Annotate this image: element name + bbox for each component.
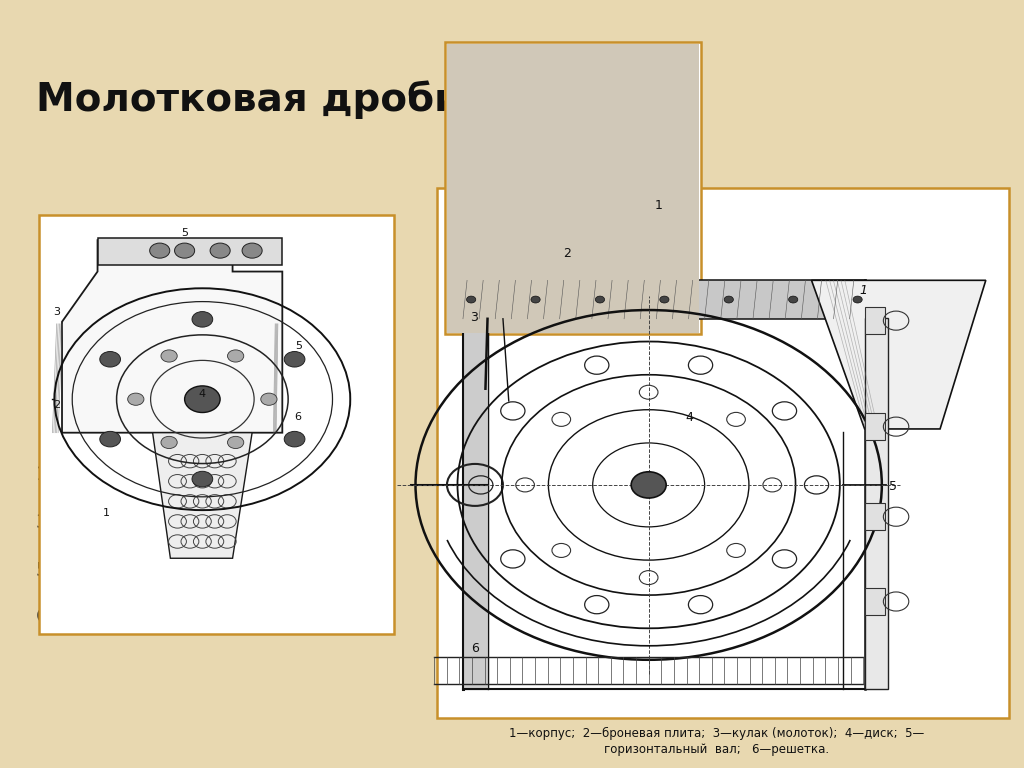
- Circle shape: [227, 436, 244, 449]
- Circle shape: [853, 296, 862, 303]
- Circle shape: [99, 352, 121, 367]
- Circle shape: [193, 472, 213, 487]
- Text: 6: 6: [471, 642, 479, 655]
- Text: 4: 4: [686, 412, 693, 425]
- Bar: [864, 318, 888, 689]
- Circle shape: [659, 296, 669, 303]
- Bar: [864, 413, 885, 440]
- Text: 5: 5: [889, 480, 897, 493]
- Polygon shape: [811, 280, 986, 429]
- Text: 1 – корпус, 2 – молотки,: 1 – корпус, 2 – молотки,: [36, 465, 282, 484]
- Circle shape: [467, 296, 476, 303]
- Circle shape: [128, 393, 144, 406]
- Circle shape: [210, 243, 230, 258]
- Bar: [463, 319, 487, 689]
- Text: 6: 6: [295, 412, 302, 422]
- Circle shape: [184, 386, 220, 412]
- Circle shape: [531, 296, 541, 303]
- Circle shape: [788, 296, 798, 303]
- Bar: [463, 280, 866, 319]
- Polygon shape: [62, 240, 283, 432]
- Circle shape: [193, 312, 213, 327]
- Text: 4: 4: [199, 389, 206, 399]
- Circle shape: [174, 243, 195, 258]
- Text: 5: 5: [295, 341, 302, 351]
- Text: 3: 3: [470, 310, 478, 323]
- Circle shape: [227, 350, 244, 362]
- Circle shape: [261, 393, 278, 406]
- Text: 1: 1: [859, 284, 867, 297]
- Circle shape: [595, 296, 604, 303]
- Circle shape: [161, 350, 177, 362]
- Text: 1—корпус;  2—броневая плита;  3—кулак (молоток);  4—диск;  5—: 1—корпус; 2—броневая плита; 3—кулак (мол…: [509, 727, 925, 740]
- Circle shape: [285, 432, 305, 447]
- Circle shape: [285, 352, 305, 367]
- Circle shape: [150, 243, 170, 258]
- Bar: [97, 238, 283, 265]
- Bar: [437, 188, 1009, 718]
- Text: 1: 1: [654, 200, 663, 213]
- Circle shape: [161, 436, 177, 449]
- Text: 5: 5: [181, 228, 188, 238]
- Text: 6 – колосниковая решетка: 6 – колосниковая решетка: [36, 607, 309, 627]
- Bar: [864, 504, 885, 530]
- Text: 2: 2: [53, 399, 60, 409]
- Text: 1: 1: [102, 508, 110, 518]
- Circle shape: [99, 432, 121, 447]
- Bar: [864, 588, 885, 614]
- Bar: [39, 215, 394, 634]
- Circle shape: [631, 472, 667, 498]
- Text: 5 – броневая плита,: 5 – броневая плита,: [36, 560, 241, 580]
- Text: Молотковая дробилка: Молотковая дробилка: [36, 81, 542, 119]
- Text: горизонтальный  вал;   6—решетка.: горизонтальный вал; 6—решетка.: [604, 743, 829, 756]
- Bar: [864, 307, 885, 334]
- Text: 2: 2: [563, 247, 570, 260]
- Bar: [447, 44, 699, 333]
- Text: 3 – диск, 4 – вал,: 3 – диск, 4 – вал,: [36, 512, 208, 531]
- Bar: [445, 42, 701, 334]
- Text: 3: 3: [53, 307, 60, 317]
- Polygon shape: [153, 432, 252, 558]
- Circle shape: [724, 296, 733, 303]
- Circle shape: [242, 243, 262, 258]
